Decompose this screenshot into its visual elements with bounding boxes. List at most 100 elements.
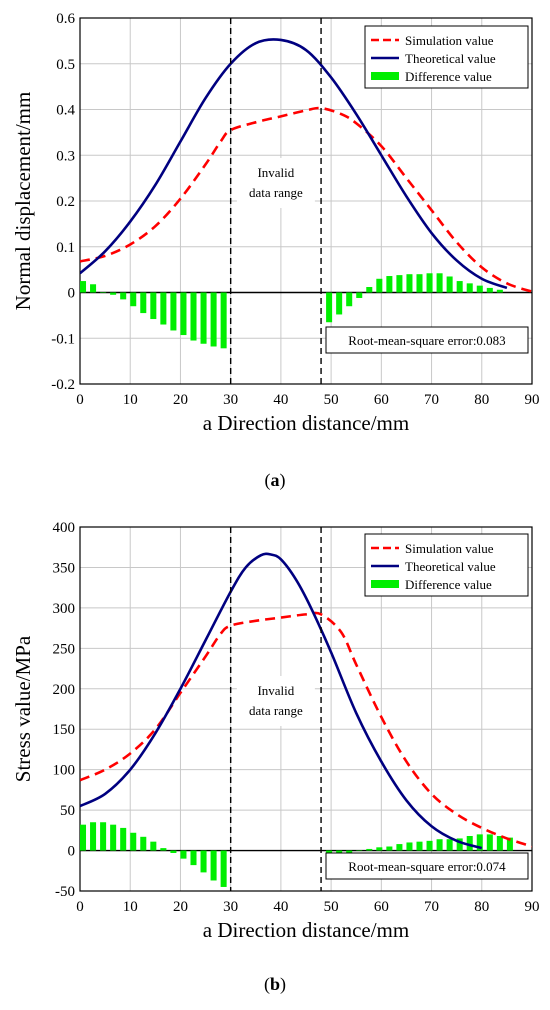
difference-bar [170, 292, 177, 331]
difference-bar [160, 848, 167, 851]
y-axis-label: Normal displacement/mm [11, 92, 35, 311]
x-tick-label: 80 [474, 899, 489, 915]
rms-box [325, 326, 529, 354]
invalid-label-line1: Invalid [257, 683, 294, 698]
legend-label: Theoretical value [405, 559, 496, 574]
x-tick-label: 40 [273, 899, 288, 915]
difference-bar [180, 292, 187, 336]
difference-bar [496, 835, 503, 851]
y-tick-label: -0.1 [51, 331, 75, 347]
difference-bar [80, 281, 87, 293]
difference-bar [506, 837, 513, 851]
x-axis-label: a Direction distance/mm [203, 918, 409, 942]
difference-bar [366, 287, 373, 293]
difference-bar [436, 839, 443, 851]
theoretical-line [80, 552, 483, 850]
legend-swatch-bar [371, 72, 399, 80]
difference-bar [356, 292, 363, 298]
y-tick-label: 0.1 [56, 240, 75, 256]
plot-frame [79, 17, 533, 385]
x-tick-label: 0 [76, 899, 84, 915]
caption-letter: b [270, 974, 280, 994]
difference-bar [100, 292, 107, 293]
difference-bar [110, 824, 117, 851]
y-tick-label: 0 [68, 286, 76, 302]
difference-bar [190, 292, 197, 341]
difference-bar [200, 850, 207, 873]
x-tick-label: 50 [324, 392, 339, 408]
difference-bar [90, 822, 97, 851]
difference-bar [476, 285, 483, 293]
chart-panel-a: Invalid data range Root-mean-square error:… [11, 11, 540, 491]
difference-bar [466, 835, 473, 851]
y-tick-label: 400 [53, 520, 76, 536]
y-tick-label: 300 [53, 601, 76, 617]
difference-bar [100, 822, 107, 851]
difference-bar [80, 824, 87, 851]
difference-bar [190, 850, 197, 866]
legend-swatch-bar [371, 580, 399, 588]
invalid-label-line2: data range [249, 185, 303, 200]
difference-bar [466, 283, 473, 293]
x-tick-label: 30 [223, 392, 238, 408]
difference-bar [200, 292, 207, 344]
y-tick-label: 0.6 [56, 11, 75, 27]
difference-bar [426, 273, 433, 293]
x-tick-label: 60 [374, 899, 389, 915]
difference-bar [336, 292, 343, 315]
difference-bar [386, 276, 393, 293]
x-tick-label: 30 [223, 899, 238, 915]
y-tick-label: 0.4 [56, 103, 75, 119]
difference-bar [220, 292, 227, 349]
x-tick-label: 50 [324, 899, 339, 915]
difference-bar [416, 274, 423, 293]
plot-area [80, 38, 532, 349]
legend-label: Simulation value [405, 541, 494, 556]
x-tick-label: 80 [474, 392, 489, 408]
difference-bar [426, 840, 433, 851]
x-tick-label: 0 [76, 392, 84, 408]
difference-bar [486, 287, 493, 293]
chart-panel-b: Invalid data range Root-mean-square error:… [11, 520, 540, 995]
y-tick-label: 0.2 [56, 194, 75, 210]
difference-bar [476, 834, 483, 851]
difference-bar [486, 834, 493, 851]
difference-bar [416, 841, 423, 851]
plot-area [80, 552, 532, 887]
x-tick-label: 90 [525, 392, 540, 408]
invalid-label-line2: data range [249, 703, 303, 718]
difference-bar [386, 846, 393, 851]
simulation-line [80, 106, 532, 293]
y-tick-label: 0.3 [56, 148, 75, 164]
difference-bar [130, 832, 137, 851]
difference-bar [110, 292, 117, 295]
difference-bar [150, 841, 157, 851]
y-tick-label: -0.2 [51, 377, 75, 393]
difference-bar [346, 850, 353, 853]
caption-paren: ( [264, 974, 270, 995]
x-tick-label: 70 [424, 392, 439, 408]
figure-caption: (b) [264, 974, 286, 995]
difference-bar [220, 850, 227, 887]
difference-bar [376, 278, 383, 293]
difference-bar [396, 275, 403, 293]
difference-bar [446, 276, 453, 293]
y-tick-label: 50 [60, 803, 75, 819]
difference-bar [406, 842, 413, 851]
legend-label: Theoretical value [405, 51, 496, 66]
caption-paren: ) [280, 470, 286, 491]
difference-bar [446, 839, 453, 851]
difference-bar [326, 292, 333, 323]
difference-bar [170, 850, 177, 853]
x-tick-label: 10 [123, 392, 138, 408]
difference-bar [180, 850, 187, 859]
x-tick-label: 90 [525, 899, 540, 915]
difference-bar [346, 292, 353, 307]
y-tick-label: 150 [53, 722, 76, 738]
invalid-label-bg [236, 676, 315, 726]
difference-bar [406, 274, 413, 293]
y-tick-label: 350 [53, 560, 76, 576]
x-tick-label: 70 [424, 899, 439, 915]
difference-bar [140, 836, 147, 851]
